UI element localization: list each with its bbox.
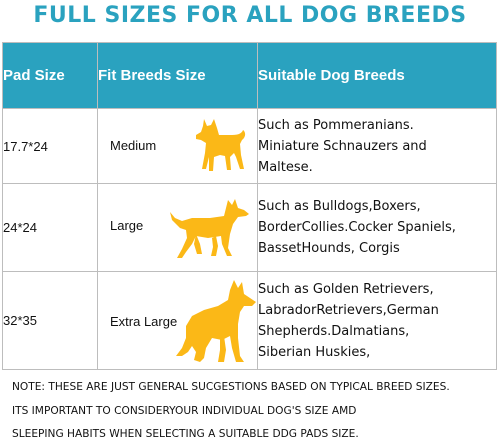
header-fit-breeds-size: Fit Breeds Size: [97, 42, 258, 109]
breeds-cell: Such as Pommeranians. Miniature Schnauze…: [257, 108, 497, 184]
fit-size-cell: Large: [97, 183, 258, 272]
medium-dog-icon: [196, 119, 246, 171]
breeds-line: Such as Pommeranians.: [258, 117, 414, 133]
header-pad-size: Pad Size: [2, 42, 98, 109]
note-line: SLEEPING HABITS WHEN SELECTING A SUITABL…: [12, 428, 359, 440]
fit-size-label: Extra Large: [110, 314, 178, 329]
header-suitable-dog-breeds: Suitable Dog Breeds: [257, 42, 497, 109]
breeds-line: Shepherds.Dalmatians,: [258, 323, 410, 339]
breeds-line: BassetHounds, Corgis: [258, 241, 400, 256]
table-row: 24*24 Large Such as Bulldogs,Boxers, Bor…: [2, 183, 497, 272]
extra-large-dog-icon: [176, 280, 256, 362]
breeds-cell: Such as Bulldogs,Boxers, BorderCollies.C…: [257, 183, 497, 272]
fit-size-cell: Medium: [97, 108, 258, 184]
breeds-line: BorderCollies.Cocker Spaniels,: [258, 220, 456, 235]
large-dog-icon: [170, 199, 249, 258]
fit-size-cell: Extra Large: [97, 271, 258, 370]
table-header-row: Pad Size Fit Breeds Size Suitable Dog Br…: [2, 42, 497, 109]
breeds-line: Siberian Huskies,: [258, 344, 371, 360]
breeds-line: Miniature Schnauzers and: [258, 138, 427, 154]
note-text: NOTE: THESE ARE JUST GENERAL SUCGESTIONS…: [12, 376, 498, 447]
table-row: 32*35 Extra Large Such as Golden Retriev…: [2, 271, 497, 370]
pad-size-cell: 32*35: [2, 271, 98, 370]
size-chart-table: Pad Size Fit Breeds Size Suitable Dog Br…: [2, 42, 497, 370]
fit-size-label: Medium: [110, 138, 157, 153]
note-line: NOTE: THESE ARE JUST GENERAL SUCGESTIONS…: [12, 381, 450, 393]
table-row: 17.7*24 Medium Such as Pommeranians. Min…: [2, 108, 497, 184]
pad-size-cell: 17.7*24: [2, 108, 98, 184]
note-line: ITS IMPORTANT TO CONSIDERYOUR INDIVIDUAL…: [12, 404, 357, 417]
breeds-line: LabradorRetrievers,German: [258, 302, 439, 318]
fit-size-label: Large: [110, 218, 144, 233]
breeds-line: Maltese.: [258, 159, 313, 175]
breeds-line: Such as Golden Retrievers,: [258, 281, 434, 297]
breeds-cell: Such as Golden Retrievers, LabradorRetri…: [257, 271, 497, 370]
breeds-line: Such as Bulldogs,Boxers,: [258, 199, 421, 214]
pad-size-cell: 24*24: [2, 183, 98, 272]
page-title: FULL SIZES FOR ALL DOG BREEDS: [33, 3, 467, 28]
